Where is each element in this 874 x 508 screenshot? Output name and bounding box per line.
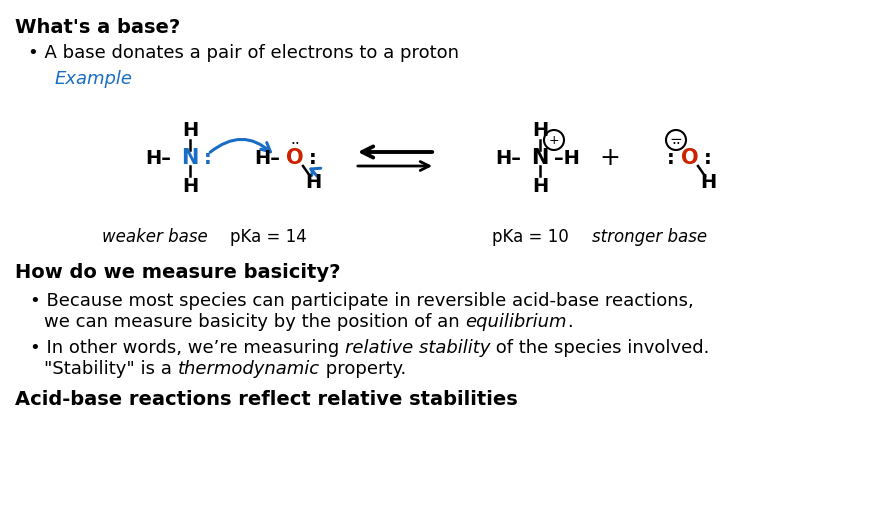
Text: "Stability" is a: "Stability" is a [44,360,177,378]
Text: H: H [532,120,548,140]
Text: H: H [305,173,321,192]
Text: relative stability: relative stability [345,339,490,357]
Text: H–: H– [145,148,171,168]
FancyArrowPatch shape [311,168,321,176]
Text: :: : [704,148,711,168]
Text: O: O [286,148,304,168]
Text: H: H [182,176,198,196]
Text: Example: Example [55,70,133,88]
Text: • Because most species can participate in reversible acid-base reactions,: • Because most species can participate i… [30,292,694,310]
Text: • In other words, we’re measuring: • In other words, we’re measuring [30,339,345,357]
Text: H: H [700,173,716,192]
Text: +: + [549,134,559,146]
Text: ··: ·· [671,137,681,151]
Text: H: H [182,120,198,140]
Text: thermodynamic: thermodynamic [177,360,320,378]
Text: property.: property. [320,360,406,378]
Text: stronger base: stronger base [593,228,708,246]
Text: • A base donates a pair of electrons to a proton: • A base donates a pair of electrons to … [28,44,459,62]
Text: .: . [567,313,572,331]
Text: −: − [669,133,683,147]
Text: O: O [681,148,699,168]
Text: H–: H– [254,148,280,168]
Text: How do we measure basicity?: How do we measure basicity? [15,263,341,282]
Text: :: : [667,148,675,168]
Text: –H: –H [554,148,579,168]
Text: H–: H– [495,148,521,168]
FancyArrowPatch shape [210,139,270,152]
Text: N: N [181,148,198,168]
Text: +: + [600,146,621,170]
Text: Acid-base reactions reflect relative stabilities: Acid-base reactions reflect relative sta… [15,390,517,409]
Text: equilibrium: equilibrium [465,313,567,331]
Text: weaker base: weaker base [102,228,208,246]
Text: N: N [531,148,549,168]
Text: ··: ·· [290,137,300,151]
Text: What's a base?: What's a base? [15,18,180,37]
Text: of the species involved.: of the species involved. [490,339,710,357]
Text: pKa = 10: pKa = 10 [491,228,568,246]
Text: we can measure basicity by the position of an: we can measure basicity by the position … [44,313,465,331]
Text: pKa = 14: pKa = 14 [230,228,307,246]
Text: :: : [309,148,316,168]
Text: H: H [532,176,548,196]
Text: :: : [204,148,212,168]
